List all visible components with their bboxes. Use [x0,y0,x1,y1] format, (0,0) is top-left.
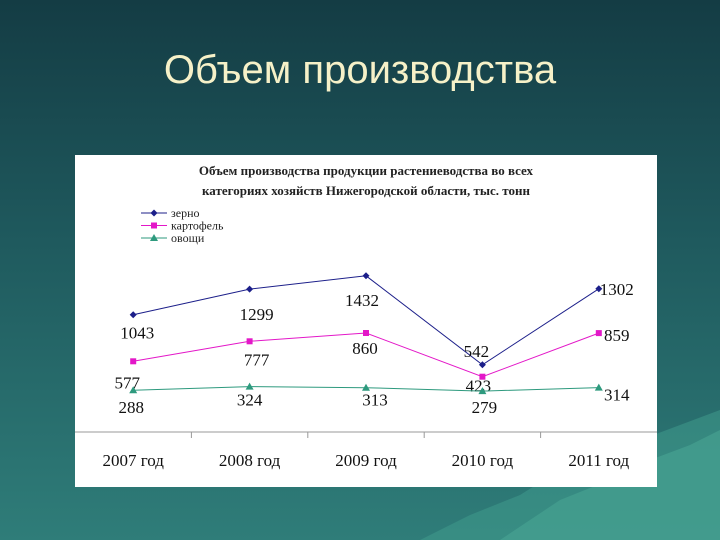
x-tick-label: 2008 год [219,451,281,470]
data-label: 313 [362,391,388,410]
legend-entry: овощи [171,231,205,245]
data-label: 542 [464,342,490,361]
data-point [245,382,254,390]
x-tick-label: 2007 год [102,451,164,470]
data-label: 777 [244,350,270,369]
x-tick-label: 2011 год [568,451,629,470]
x-axis: 2007 год 2008 год 2009 год 2010 год 2011 год [75,431,657,470]
legend-entry: картофель [171,219,224,233]
data-point [479,373,486,380]
data-label: 423 [466,377,492,396]
data-point [363,330,369,336]
data-label: 314 [604,386,630,405]
data-label: 1043 [120,324,154,343]
x-tick-label: 2009 год [335,451,397,470]
data-point [594,383,603,391]
data-label: 859 [604,326,630,345]
data-point [246,285,254,293]
legend-marker [150,209,158,217]
data-label: 1299 [240,305,274,324]
chart-title-line-1: Объем производства продукции растениевод… [199,163,534,178]
data-point [129,386,138,394]
data-label: 1432 [345,291,379,310]
data-label: 324 [237,391,263,410]
data-label: 288 [118,398,144,417]
data-point [362,383,370,391]
x-tick-label: 2010 год [452,451,514,470]
data-label: 860 [352,339,378,358]
slide-title: Объем производства [163,48,557,92]
data-point [595,330,602,337]
legend-marker [150,234,158,241]
data-label: 577 [114,373,140,392]
legend-marker [151,222,157,229]
plot-area: 1043 1299 1432 542 1302 577 777 860 423 859 288 324… [114,272,634,417]
data-point [595,285,603,293]
line-chart: Объем производства продукции растениевод… [75,163,657,470]
data-point [246,338,253,345]
data-point [478,361,486,369]
data-point [130,358,137,365]
legend-entry: зерно [171,206,200,220]
data-point [129,311,137,319]
data-label: 1302 [600,280,634,299]
data-point [362,272,370,280]
data-label: 279 [472,398,498,417]
chart-panel: Объем производства продукции растениевод… [75,155,657,487]
chart-title-line-2: категориях хозяйств Нижегородской област… [202,183,530,198]
data-point [478,387,487,395]
